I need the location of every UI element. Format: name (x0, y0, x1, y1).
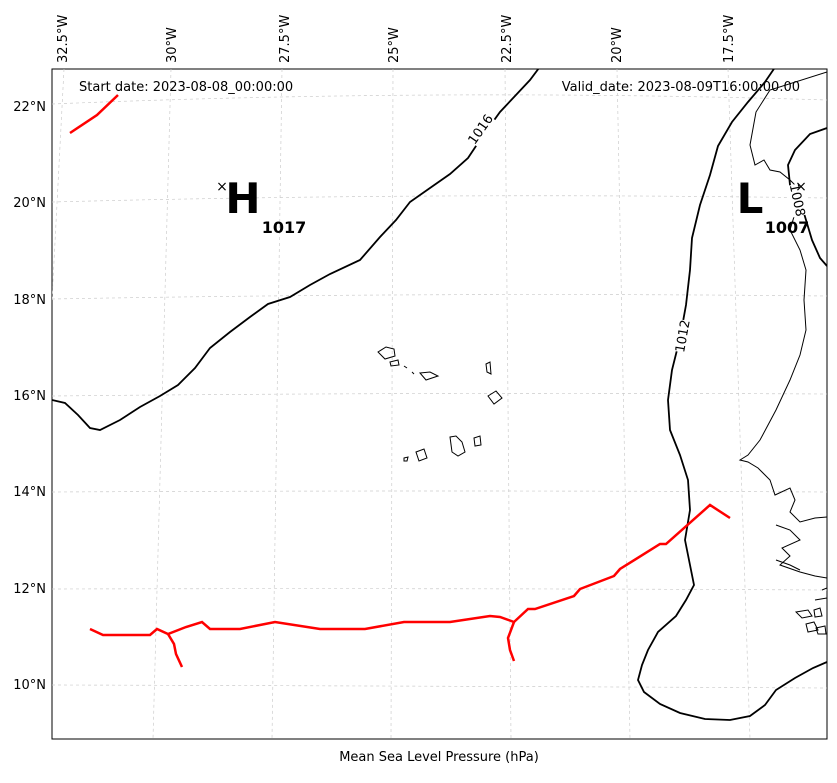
lat-label: 22°N (13, 100, 46, 115)
lon-label: 17.5°W (722, 15, 737, 63)
high-marker-icon: × (216, 179, 228, 195)
contour-label-1008: 1008 (786, 183, 808, 218)
low-marker-icon: × (795, 179, 807, 195)
lat-label: 20°N (13, 196, 46, 211)
lon-label: 32.5°W (56, 15, 71, 63)
low-letter: L (737, 174, 764, 223)
lat-label: 10°N (13, 678, 46, 693)
trough-branch-2 (506, 621, 516, 662)
start-date-text: Start date: 2023-08-08_00:00:00 (79, 80, 293, 95)
high-pressure-center: × H 1017 (216, 174, 306, 237)
coastline (738, 71, 827, 635)
lat-label: 18°N (13, 293, 46, 308)
contour-label-1012: 1012 (673, 319, 694, 354)
trough-south (89, 503, 731, 637)
lon-label: 30°W (165, 27, 180, 63)
low-pressure-center: × L 1007 (737, 174, 810, 237)
valid-date-text: Valid_date: 2023-08-09T16:00:00.00 (562, 80, 800, 95)
lon-label: 27.5°W (278, 15, 293, 63)
lat-label: 12°N (13, 582, 46, 597)
lon-label: 20°W (610, 27, 625, 63)
lat-label: 16°N (13, 389, 46, 404)
lon-label: 25°W (387, 27, 402, 63)
lon-label: 22.5°W (500, 15, 515, 63)
lat-label: 14°N (13, 485, 46, 500)
x-axis-label: Mean Sea Level Pressure (hPa) (339, 750, 539, 765)
low-value: 1007 (765, 218, 810, 237)
isobar-1016 (52, 69, 540, 431)
trough-north (69, 94, 119, 135)
high-value: 1017 (262, 218, 307, 237)
trough-lines (69, 94, 731, 668)
trough-branch-1 (166, 633, 184, 668)
high-letter: H (225, 174, 260, 223)
isobar-1012 (637, 69, 827, 721)
islands (377, 346, 503, 462)
